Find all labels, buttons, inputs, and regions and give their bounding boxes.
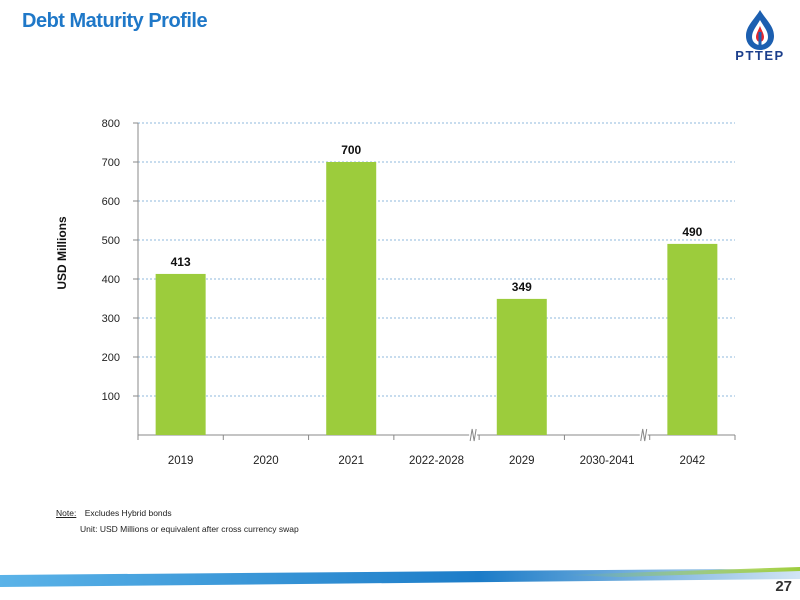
footnote: Note: Excludes Hybrid bonds <box>56 508 172 518</box>
y-tick-label: 400 <box>102 274 120 286</box>
page-title: Debt Maturity Profile <box>22 10 208 32</box>
unit-text: Unit: USD Millions or equivalent after c… <box>80 524 299 534</box>
bar <box>667 243 718 435</box>
data-label: 700 <box>341 143 361 157</box>
page-number: 27 <box>775 578 792 595</box>
y-axis-title: USD Millions <box>55 216 69 290</box>
data-label: 349 <box>512 280 532 294</box>
bar <box>326 162 377 435</box>
axis-break-mark <box>640 428 648 442</box>
bar <box>496 298 547 435</box>
y-tick-label: 800 <box>102 118 120 130</box>
y-tick-label: 300 <box>102 313 120 325</box>
data-label: 413 <box>171 255 191 269</box>
x-tick-label: 2029 <box>509 455 535 467</box>
y-tick-label: 100 <box>102 391 120 403</box>
x-tick-label: 2021 <box>338 455 364 467</box>
footer-stripe <box>0 567 800 587</box>
data-label: 490 <box>682 225 702 239</box>
y-tick-label: 500 <box>102 235 120 247</box>
note-text: Excludes Hybrid bonds <box>84 508 172 518</box>
logo-text: PTTEP <box>735 48 785 63</box>
x-tick-label: 2022-2028 <box>409 455 464 467</box>
x-tick-label: 2042 <box>680 455 706 467</box>
y-tick-label: 200 <box>102 352 120 364</box>
note-label: Note: <box>56 508 77 518</box>
y-tick-label: 700 <box>102 157 120 169</box>
x-tick-label: 2020 <box>253 455 279 467</box>
pttep-logo-icon <box>746 10 774 50</box>
x-tick-label: 2030-2041 <box>580 455 635 467</box>
bar <box>155 273 206 435</box>
x-tick-label: 2019 <box>168 455 194 467</box>
y-tick-label: 600 <box>102 196 120 208</box>
axis-break-mark <box>469 428 477 442</box>
bar-chart: 100 200 300 400 500 600 700 800 413 2019 2020 700 20… <box>55 118 736 467</box>
